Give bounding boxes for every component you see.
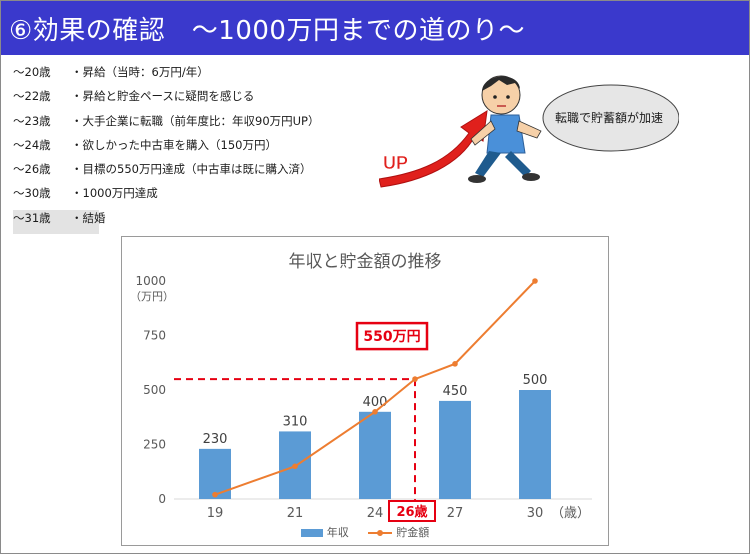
illustration: UP bbox=[379, 75, 679, 188]
page-title: ⑥効果の確認 ～1000万円までの道のり～ bbox=[9, 16, 525, 46]
legend-item: 貯金額 bbox=[368, 526, 429, 539]
legend-item: 年収 bbox=[300, 526, 349, 539]
bar-value-label: 230 bbox=[203, 432, 228, 447]
savings-point bbox=[532, 278, 538, 284]
timeline-text: ・結婚 bbox=[71, 210, 106, 225]
legend-line-swatch bbox=[368, 529, 393, 537]
savings-point bbox=[372, 409, 378, 415]
x-tick-label: 19 bbox=[207, 506, 224, 521]
y-tick-label: 0 bbox=[158, 492, 166, 506]
x-tick-label: 21 bbox=[287, 506, 304, 521]
timeline-age: ～31歳 bbox=[13, 210, 51, 225]
y-tick-label: 750 bbox=[143, 329, 166, 343]
x-tick-label: 27 bbox=[447, 506, 464, 521]
timeline-item: ～31歳 ・結婚 bbox=[13, 209, 106, 235]
target-age-label: 26歳 bbox=[396, 504, 427, 520]
bar-value-label: 500 bbox=[523, 373, 548, 388]
x-tick-label: 30 bbox=[527, 506, 544, 521]
timeline-item: ～23歳 ・大手企業に転職（前年度比：年収90万円UP） bbox=[13, 113, 319, 137]
timeline-item: ～20歳 ・昇給（当時：6万円/年） bbox=[13, 64, 209, 88]
target-age-box bbox=[388, 500, 436, 522]
timeline-item: ～30歳 ・1000万円達成 bbox=[13, 185, 158, 209]
timeline-age: ～26歳 bbox=[13, 162, 51, 177]
bubble-text: 転職で貯蓄額が加速 bbox=[554, 111, 663, 125]
savings-point bbox=[452, 361, 458, 367]
timeline-item: ～24歳 ・欲しかった中古車を購入（150万円） bbox=[13, 137, 277, 161]
legend-bar-swatch bbox=[300, 529, 323, 537]
y-unit-label: （万円） bbox=[130, 290, 174, 303]
chart-svg: 0 250 500 750 1000 （万円） 230 310 400 450 500 19 21 24 2… bbox=[130, 274, 592, 522]
savings-point bbox=[292, 463, 298, 470]
bar bbox=[439, 400, 471, 499]
chart: 年収と貯金額の推移 0 250 500 750 1000 （万円） 230 310 400 450… bbox=[121, 236, 609, 546]
timeline-text: ・1000万円達成 bbox=[71, 186, 158, 201]
timeline-item: ～26歳 ・目標の550万円達成（中古車は既に購入済） bbox=[13, 161, 311, 185]
timeline-age: ～22歳 bbox=[13, 89, 51, 104]
savings-line bbox=[214, 280, 536, 496]
chart-title: 年収と貯金額の推移 bbox=[288, 252, 442, 272]
y-tick-label: 250 bbox=[143, 438, 166, 452]
timeline-text: ・目標の550万円達成（中古車は既に購入済） bbox=[71, 162, 312, 177]
timeline-age: ～24歳 bbox=[13, 137, 51, 152]
timeline-text: ・昇給と貯金ペースに疑問を感じる bbox=[71, 89, 255, 104]
timeline-text: ・欲しかった中古車を購入（150万円） bbox=[71, 137, 277, 152]
y-tick-label: 500 bbox=[143, 383, 166, 397]
bar-value-label: 310 bbox=[283, 414, 308, 429]
timeline-age: ～23歳 bbox=[13, 113, 51, 128]
timeline-item: ～22歳 ・昇給と貯金ペースに疑問を感じる bbox=[13, 88, 254, 112]
up-arrow-icon: UP bbox=[379, 110, 488, 188]
bar-value-label: 450 bbox=[443, 384, 468, 399]
timeline-list: ～20歳 ・昇給（当時：6万円/年） ～22歳 ・昇給と貯金ペースに疑問を感じる… bbox=[13, 64, 319, 235]
target-label: 550万円 bbox=[363, 329, 420, 345]
title-bar: ⑥効果の確認 ～1000万円までの道のり～ bbox=[1, 1, 749, 55]
savings-point bbox=[412, 376, 418, 382]
timeline-age: ～20歳 bbox=[13, 65, 51, 79]
up-label: UP bbox=[383, 153, 408, 173]
target-label-box bbox=[355, 321, 429, 351]
bar bbox=[519, 390, 551, 499]
y-tick-label: 1000 bbox=[135, 274, 166, 288]
chart-legend: 年収 貯金額 bbox=[122, 524, 608, 540]
x-tick-label: 24 bbox=[367, 506, 384, 521]
savings-point bbox=[212, 491, 218, 498]
timeline-age: ～30歳 bbox=[13, 186, 51, 201]
speech-bubble-icon bbox=[542, 84, 679, 152]
legend-label: 年収 bbox=[326, 526, 349, 539]
x-unit-label: （歳） bbox=[551, 506, 590, 521]
legend-label: 貯金額 bbox=[396, 526, 430, 539]
timeline-text: ・大手企業に転職（前年度比：年収90万円UP） bbox=[71, 113, 320, 128]
bar-value-label: 400 bbox=[363, 395, 388, 410]
running-man-icon bbox=[468, 75, 542, 183]
bar bbox=[359, 411, 391, 499]
timeline-text: ・昇給（当時：6万円/年） bbox=[71, 65, 209, 79]
